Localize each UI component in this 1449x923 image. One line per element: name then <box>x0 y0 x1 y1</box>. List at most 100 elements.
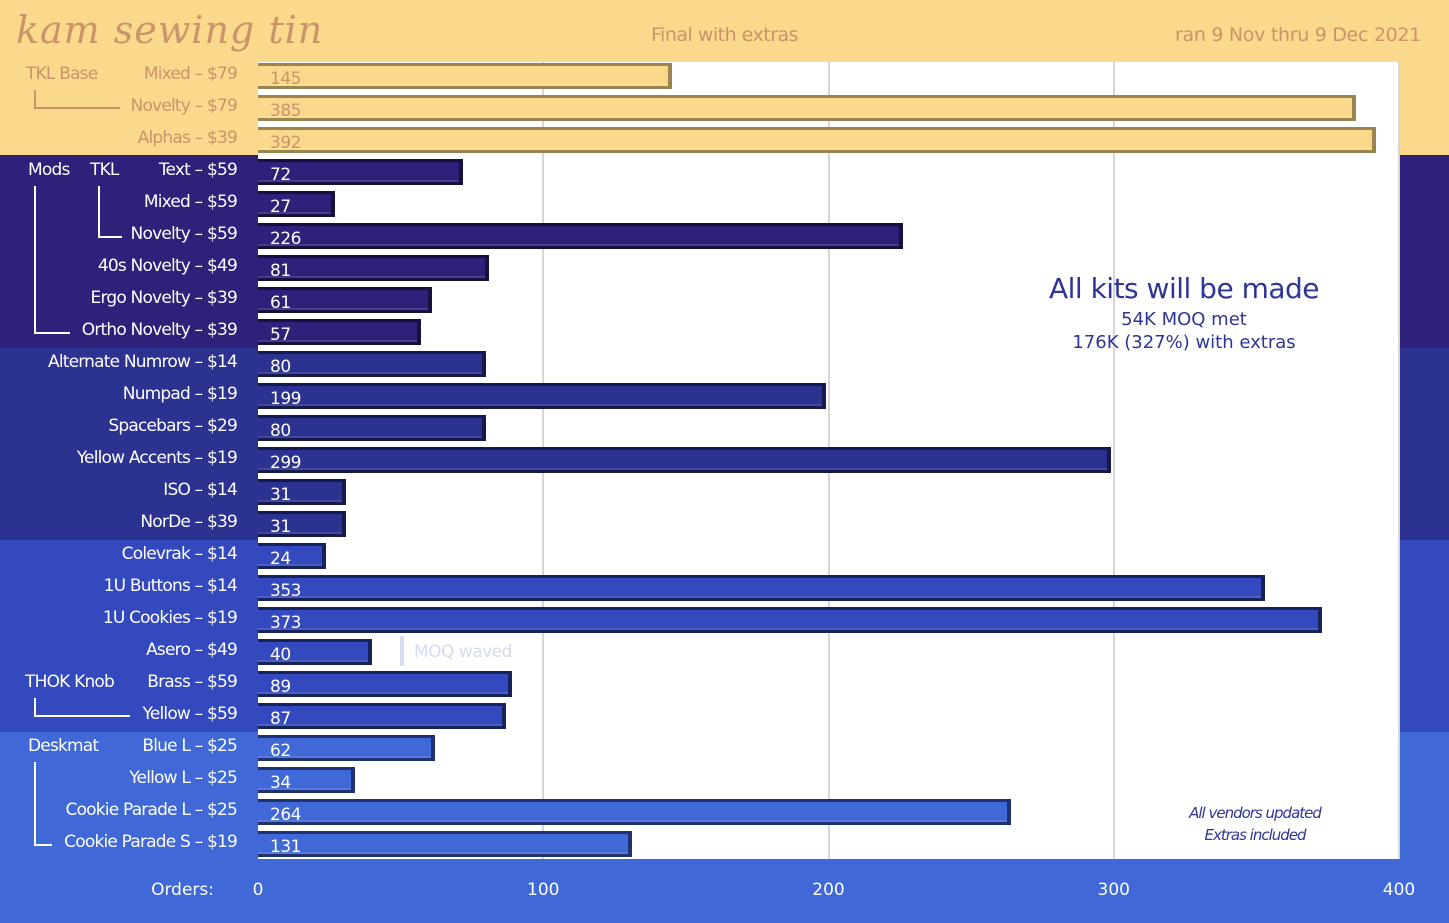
gridline-300 <box>1112 62 1115 859</box>
bar: 34 <box>258 767 355 793</box>
status-annotation: All kits will be made 54K MOQ met 176K (… <box>1000 272 1368 353</box>
x-tick-label: 200 <box>812 880 845 900</box>
bar-value-label: 353 <box>270 581 301 601</box>
bar: 61 <box>258 287 432 313</box>
bar-value-label: 385 <box>270 101 301 121</box>
bracket-tkl <box>98 186 122 238</box>
bar-value-label: 299 <box>270 453 301 473</box>
category-label: Ergo Novelty – $39 <box>90 288 238 308</box>
group-label-thok-knob: THOK Knob <box>25 672 115 692</box>
category-label: Cookie Parade S – $19 <box>64 832 238 852</box>
moq-met-text: 54K MOQ met <box>1121 309 1247 330</box>
category-label: 1U Cookies – $19 <box>102 608 238 628</box>
bar-value-label: 131 <box>270 837 301 857</box>
x-axis-label: Orders: <box>151 880 214 900</box>
chart-title: kam sewing tin <box>16 8 324 52</box>
category-label: Ortho Novelty – $39 <box>81 320 238 340</box>
group-label-mods: Mods <box>28 160 70 180</box>
bar: 24 <box>258 543 327 569</box>
bar: 31 <box>258 511 347 537</box>
bar-value-label: 24 <box>270 549 291 569</box>
extras-text: 176K (327%) with extras <box>1072 332 1296 353</box>
bar-value-label: 27 <box>270 197 291 217</box>
group-label-deskmat: Deskmat <box>28 736 99 756</box>
category-label: Mixed – $79 <box>143 64 238 84</box>
category-label: 1U Buttons – $14 <box>103 576 238 596</box>
category-label: ISO – $14 <box>163 480 238 500</box>
bar: 31 <box>258 479 347 505</box>
x-tick-label: 400 <box>1382 880 1416 900</box>
bar-value-label: 264 <box>270 805 301 825</box>
bar: 385 <box>258 95 1357 121</box>
moq-waved-label: MOQ waved <box>414 642 512 662</box>
bar-value-label: 40 <box>270 645 291 665</box>
bar: 373 <box>258 607 1322 633</box>
category-label: Spacebars – $29 <box>108 416 237 436</box>
category-label: 40s Novelty – $49 <box>97 256 238 276</box>
group-label-tkl: TKL <box>90 160 119 180</box>
category-label: Alternate Numrow – $14 <box>47 352 238 372</box>
bar-value-label: 373 <box>270 613 301 633</box>
vendors-note-line-1: All vendors updated <box>1189 804 1322 822</box>
category-label: Alphas – $39 <box>137 128 238 148</box>
bar-value-label: 31 <box>270 517 291 537</box>
bar: 40 <box>258 639 373 665</box>
moq-waved-marker <box>372 636 404 666</box>
headline-text: All kits will be made <box>1048 272 1320 305</box>
bar: 80 <box>258 351 487 377</box>
category-label: Mixed – $59 <box>143 192 238 212</box>
bar-value-label: 392 <box>270 133 301 153</box>
category-label: Novelty – $79 <box>130 96 238 116</box>
bracket-deskmat <box>34 762 52 846</box>
bar: 27 <box>258 191 336 217</box>
x-tick-label: 0 <box>252 880 264 900</box>
chart-subtitle: Final with extras <box>651 24 799 46</box>
bar: 72 <box>258 159 464 185</box>
category-label: Yellow Accents – $19 <box>76 448 238 468</box>
group-label-tkl-base: TKL Base <box>26 64 98 84</box>
bar-value-label: 226 <box>270 229 301 249</box>
date-range: ran 9 Nov thru 9 Dec 2021 <box>1175 24 1421 46</box>
category-label: Brass – $59 <box>147 672 238 692</box>
gridline-400 <box>1398 62 1400 859</box>
bar-value-label: 80 <box>270 421 291 441</box>
bar: 131 <box>258 831 632 857</box>
category-label: NorDe – $39 <box>140 512 237 532</box>
bar-value-label: 57 <box>270 325 291 345</box>
category-label: Yellow L – $25 <box>129 768 238 788</box>
bar-value-label: 31 <box>270 485 291 505</box>
category-label: Yellow – $59 <box>142 704 238 724</box>
bar-value-label: 72 <box>270 165 291 185</box>
bar: 87 <box>258 703 507 729</box>
bar-value-label: 80 <box>270 357 291 377</box>
category-label: Asero – $49 <box>146 640 238 660</box>
bar-value-label: 145 <box>270 69 301 89</box>
x-tick-label: 100 <box>527 880 560 900</box>
bracket-thok-knob <box>34 698 130 717</box>
category-label: Blue L – $25 <box>142 736 237 756</box>
bar: 89 <box>258 671 512 697</box>
bar-value-label: 81 <box>270 261 291 281</box>
bracket-tkl-base <box>34 90 120 109</box>
bar-value-label: 34 <box>270 773 291 793</box>
plot-area: 145 385 392 72 27 226 81 61 57 80 199 80 299 31 31 24 35… <box>258 62 1400 859</box>
bar: 80 <box>258 415 487 441</box>
bar: 57 <box>258 319 421 345</box>
bar: 145 <box>258 63 672 89</box>
vendors-note: All vendors updated Extras included <box>1150 802 1360 846</box>
bar: 353 <box>258 575 1265 601</box>
bar: 62 <box>258 735 435 761</box>
category-label: Colevrak – $14 <box>121 544 238 564</box>
bar-value-label: 199 <box>270 389 301 409</box>
bar: 81 <box>258 255 490 281</box>
bracket-mods <box>34 186 70 334</box>
bar-value-label: 87 <box>270 709 291 729</box>
bar-value-label: 61 <box>270 293 291 313</box>
category-label: Numpad – $19 <box>122 384 238 404</box>
vendors-note-line-2: Extras included <box>1204 826 1306 844</box>
bar: 199 <box>258 383 826 409</box>
bar: 226 <box>258 223 903 249</box>
bar: 264 <box>258 799 1012 825</box>
category-label: Text – $59 <box>158 160 238 180</box>
bar: 299 <box>258 447 1111 473</box>
